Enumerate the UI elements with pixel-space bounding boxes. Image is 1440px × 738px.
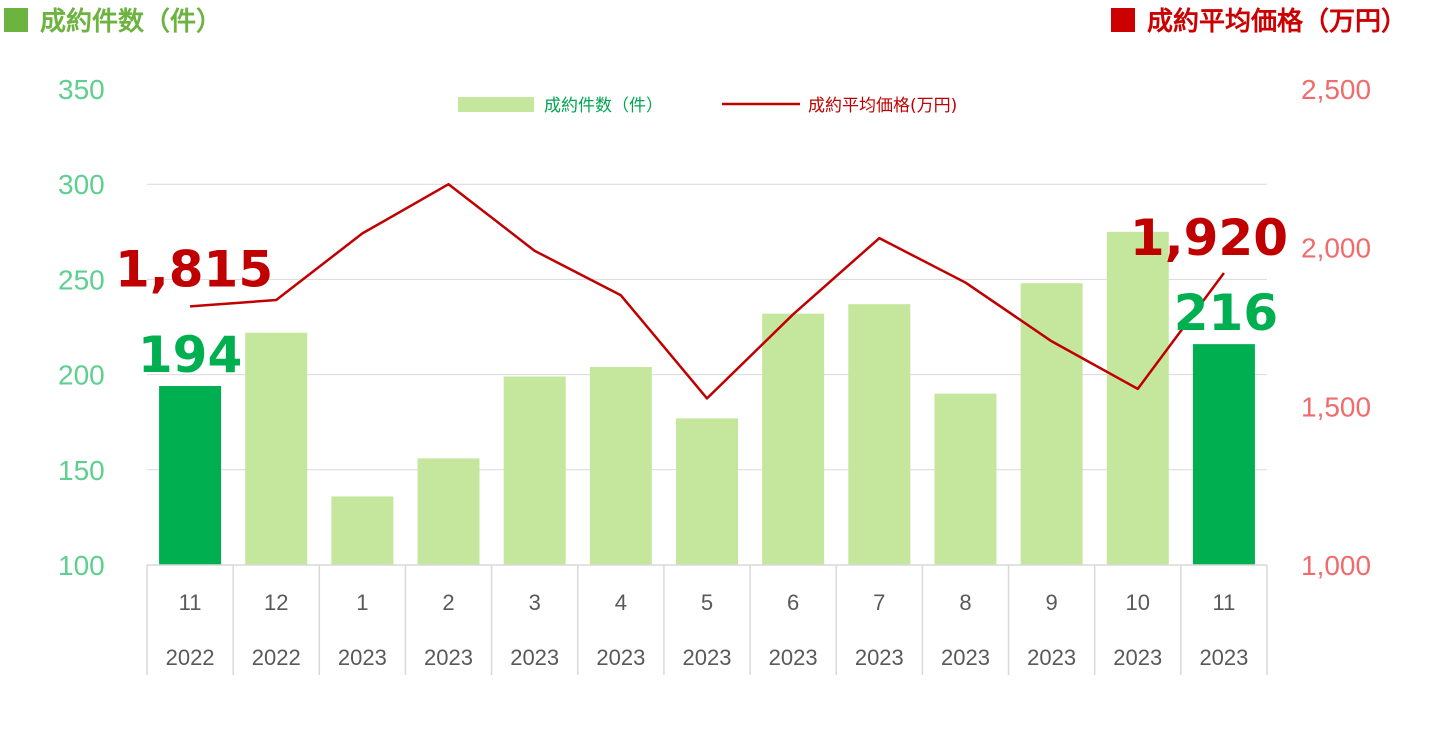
x-tick-year: 2022 — [252, 645, 301, 670]
bar — [503, 376, 566, 565]
bar-series — [159, 231, 1255, 566]
left-tick-label: 200 — [58, 360, 105, 391]
x-tick-year: 2023 — [769, 645, 818, 670]
left-tick-label: 150 — [58, 455, 105, 486]
x-tick-month: 1 — [356, 590, 368, 615]
right-axis-ticks: 1,000 1,500 2,000 2,500 — [1301, 74, 1371, 581]
legend-bar-swatch — [458, 97, 534, 112]
left-axis-title: 成約件数（件） — [4, 6, 222, 37]
x-tick-year: 2023 — [683, 645, 732, 670]
legend: 成約件数（件） 成約平均価格(万円) — [458, 96, 957, 116]
x-tick-month: 11 — [179, 590, 202, 615]
x-tick-year: 2023 — [855, 645, 904, 670]
x-tick-month: 4 — [615, 590, 627, 615]
x-tick-year: 2023 — [1027, 645, 1076, 670]
bar — [676, 418, 738, 565]
line-series — [189, 182, 1225, 400]
x-tick-month: 3 — [529, 590, 541, 615]
x-tick-month: 12 — [264, 590, 288, 615]
left-tick-label: 300 — [58, 169, 105, 200]
x-tick-month: 8 — [959, 590, 971, 615]
x-tick-year: 2023 — [941, 645, 990, 670]
x-tick-month: 7 — [873, 590, 885, 615]
bar — [331, 496, 394, 565]
x-tick-year: 2023 — [338, 645, 387, 670]
x-tick-year: 2023 — [1199, 645, 1248, 670]
bar — [417, 458, 480, 565]
right-tick-label: 2,000 — [1301, 233, 1371, 264]
x-tick-year: 2023 — [510, 645, 559, 670]
left-tick-label: 250 — [58, 264, 105, 295]
bar — [159, 386, 222, 565]
right-axis-title: 成約平均価格（万円） — [1111, 6, 1407, 37]
line-data-label: 1,815 — [115, 240, 273, 298]
left-tick-label: 100 — [58, 550, 105, 581]
bar — [1020, 283, 1083, 565]
x-tick-month: 9 — [1045, 590, 1057, 615]
bar — [848, 304, 911, 565]
x-tick-month: 2 — [442, 590, 454, 615]
bar — [245, 332, 308, 565]
bar — [1192, 344, 1255, 565]
left-tick-label: 350 — [58, 74, 105, 105]
left-title-square-icon — [4, 8, 28, 32]
bar-data-label: 216 — [1174, 284, 1278, 342]
bar — [589, 366, 652, 565]
legend-bar-label: 成約件数（件） — [544, 96, 663, 116]
x-tick-month: 10 — [1126, 590, 1150, 615]
bar-data-label: 194 — [138, 326, 242, 384]
x-tick-year: 2023 — [1113, 645, 1162, 670]
x-tick-month: 5 — [701, 590, 713, 615]
x-axis: 11 2022 12 2022 1 2023 2 2023 3 2023 4 2023 5 2023 6 20… — [146, 564, 1268, 675]
right-title-square-icon — [1111, 8, 1135, 32]
bar — [1106, 231, 1169, 566]
right-tick-label: 1,500 — [1301, 391, 1371, 422]
bar — [934, 393, 997, 565]
left-axis-title-text: 成約件数（件） — [40, 6, 222, 37]
left-axis-ticks: 100 150 200 250 300 350 — [58, 74, 105, 581]
x-tick-year: 2022 — [166, 645, 215, 670]
right-tick-label: 2,500 — [1301, 74, 1371, 105]
x-tick-month: 6 — [787, 590, 799, 615]
data-labels: 194 216 1,815 1,920 — [115, 209, 1288, 384]
x-tick-year: 2023 — [596, 645, 645, 670]
legend-line-label: 成約平均価格(万円) — [808, 96, 957, 116]
bar — [762, 313, 825, 565]
right-axis-title-text: 成約平均価格（万円） — [1147, 6, 1407, 37]
x-tick-year: 2023 — [424, 645, 473, 670]
right-tick-label: 1,000 — [1301, 550, 1371, 581]
line-data-label: 1,920 — [1130, 209, 1288, 267]
x-tick-month: 11 — [1213, 590, 1236, 615]
